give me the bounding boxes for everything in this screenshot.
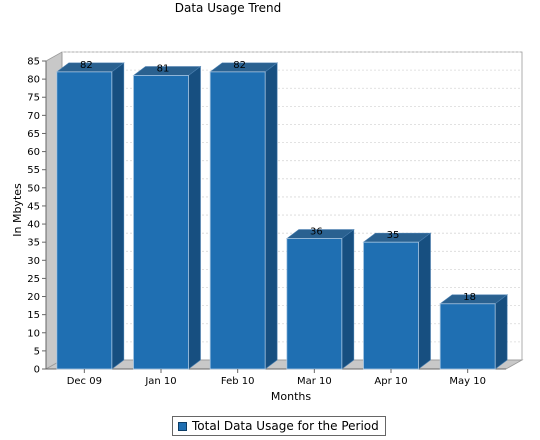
chart-title: Data Usage Trend — [175, 1, 282, 15]
legend-label: Total Data Usage for the Period — [192, 419, 379, 433]
bars: 82 81 82 36 35 18 — [55, 60, 509, 370]
bar-front — [56, 71, 113, 370]
y-tick-label: 65 — [27, 129, 40, 140]
y-tick-label: 20 — [27, 292, 40, 303]
bar-side — [341, 228, 355, 370]
x-tick-label: Apr 10 — [374, 376, 407, 387]
bar — [285, 228, 355, 370]
y-tick-label: 45 — [27, 201, 40, 212]
data-label: 81 — [157, 63, 170, 74]
y-axis-title: In Mbytes — [11, 183, 24, 237]
bar-side — [418, 232, 431, 370]
y-tick-label: 60 — [27, 147, 40, 158]
bar-side — [494, 294, 508, 370]
bar-front — [133, 75, 189, 370]
y-tick-label: 10 — [27, 328, 40, 339]
data-label: 82 — [80, 60, 93, 71]
bar-front — [363, 241, 419, 370]
y-tick-label: 70 — [27, 111, 40, 122]
bar-front — [439, 303, 496, 370]
x-axis-title: Months — [271, 390, 311, 403]
y-tick-label: 35 — [27, 238, 40, 249]
data-label: 36 — [310, 227, 323, 238]
y-tick-label: 5 — [34, 346, 40, 357]
y-tick-label: 85 — [27, 57, 40, 68]
y-tick-label: 25 — [27, 274, 40, 285]
x-tick-label: May 10 — [449, 376, 486, 387]
bar-side — [111, 62, 125, 370]
data-label: 82 — [233, 60, 246, 71]
y-tick-label: 50 — [27, 183, 40, 194]
y-tick-label: 30 — [27, 256, 40, 267]
legend: Total Data Usage for the Period — [172, 416, 386, 436]
y-tick-label: 40 — [27, 220, 40, 231]
y-axis-ticks: 0 5 10 15 20 25 30 35 40 45 50 55 60 65 70 75 80 85 — [27, 57, 46, 376]
x-tick-label: Jan 10 — [144, 376, 176, 387]
x-tick-label: Dec 09 — [67, 376, 102, 387]
bar — [362, 232, 432, 370]
bar — [55, 62, 125, 370]
bar — [132, 65, 202, 370]
bar — [209, 62, 279, 370]
bar — [439, 294, 509, 370]
y-tick-label: 55 — [27, 165, 40, 176]
x-tick-label: Feb 10 — [221, 376, 255, 387]
data-label: 18 — [463, 292, 476, 303]
bar-front — [286, 238, 343, 370]
bar-side — [264, 62, 278, 370]
data-label: 35 — [387, 230, 400, 241]
y-tick-label: 75 — [27, 93, 40, 104]
x-axis-ticks: Dec 09 Jan 10 Feb 10 Mar 10 Apr 10 May 10 — [67, 369, 486, 387]
legend-swatch — [178, 421, 187, 431]
bar-side — [188, 65, 201, 370]
y-tick-label: 80 — [27, 75, 40, 86]
y-tick-label: 0 — [34, 365, 40, 376]
y-tick-label: 15 — [27, 310, 40, 321]
x-tick-label: Mar 10 — [297, 376, 332, 387]
bar-front — [209, 71, 266, 370]
